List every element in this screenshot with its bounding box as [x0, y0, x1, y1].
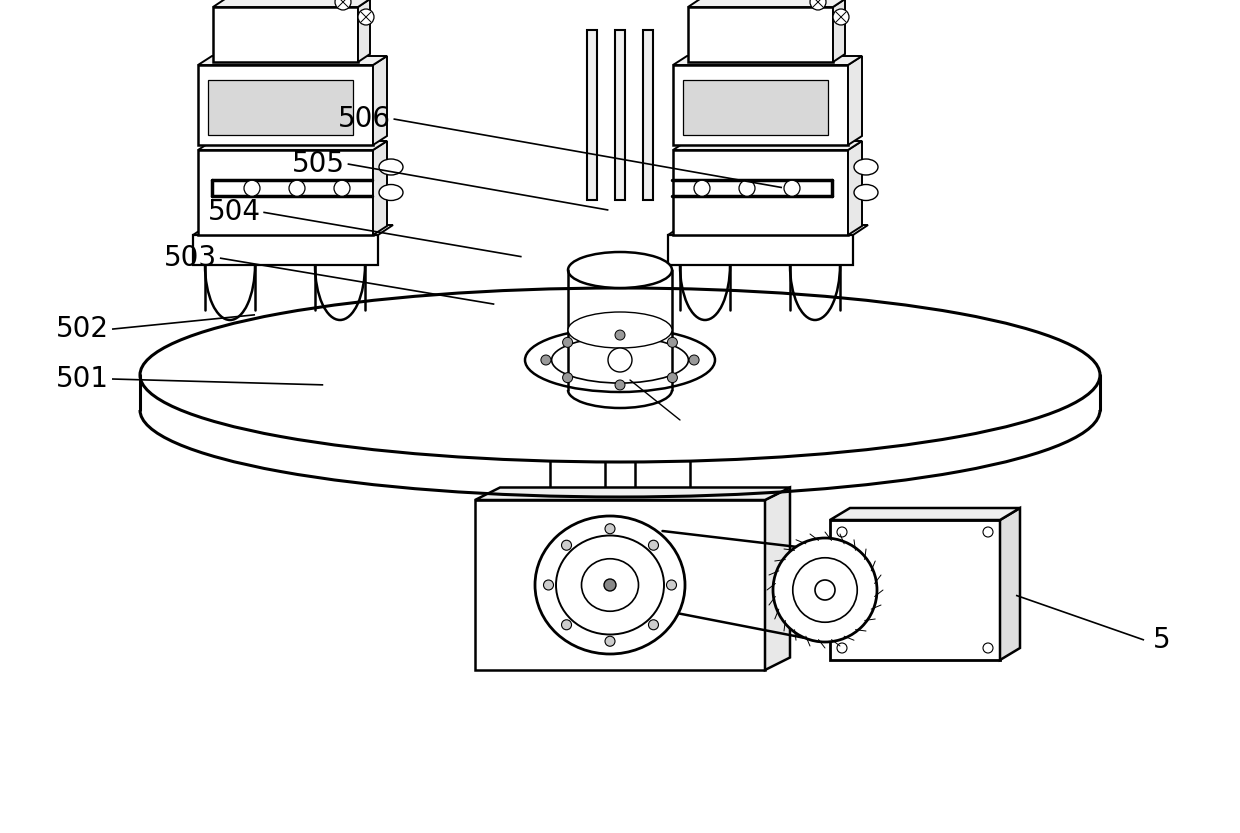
Ellipse shape	[568, 252, 672, 288]
Polygon shape	[373, 56, 387, 145]
Ellipse shape	[541, 355, 551, 365]
Bar	[587, 30, 596, 200]
Text: 501: 501	[56, 365, 109, 393]
Bar	[475, 500, 765, 670]
Ellipse shape	[605, 636, 615, 646]
Polygon shape	[999, 508, 1021, 660]
Ellipse shape	[335, 0, 351, 10]
Bar	[644, 30, 653, 200]
Ellipse shape	[244, 180, 260, 197]
Text: 506: 506	[337, 105, 391, 133]
Ellipse shape	[379, 159, 403, 175]
Ellipse shape	[810, 0, 826, 10]
Ellipse shape	[615, 380, 625, 390]
Bar	[830, 520, 999, 660]
Ellipse shape	[837, 527, 847, 537]
Text: 505: 505	[291, 150, 345, 178]
Polygon shape	[373, 141, 387, 235]
Text: 5: 5	[1153, 626, 1171, 654]
Ellipse shape	[649, 620, 658, 630]
Ellipse shape	[815, 580, 835, 600]
Ellipse shape	[608, 348, 632, 372]
Bar	[683, 80, 828, 135]
Ellipse shape	[854, 184, 878, 201]
Polygon shape	[475, 487, 790, 500]
Ellipse shape	[556, 536, 663, 635]
Ellipse shape	[289, 180, 305, 197]
Bar	[668, 235, 853, 265]
Polygon shape	[673, 56, 862, 65]
Bar	[213, 7, 358, 62]
Bar	[635, 410, 689, 500]
Text: 503: 503	[164, 244, 217, 272]
Ellipse shape	[534, 516, 684, 654]
Ellipse shape	[563, 337, 573, 347]
Ellipse shape	[983, 643, 993, 653]
Bar	[615, 30, 625, 200]
Ellipse shape	[792, 558, 857, 622]
Ellipse shape	[562, 620, 572, 630]
Polygon shape	[765, 487, 790, 670]
Ellipse shape	[667, 337, 677, 347]
Polygon shape	[848, 141, 862, 235]
Ellipse shape	[983, 527, 993, 537]
Bar	[208, 80, 353, 135]
Bar	[198, 65, 373, 145]
Polygon shape	[213, 0, 370, 7]
Ellipse shape	[773, 538, 877, 642]
Polygon shape	[668, 225, 868, 235]
Ellipse shape	[667, 372, 677, 382]
Polygon shape	[198, 141, 387, 150]
Ellipse shape	[694, 180, 711, 197]
Polygon shape	[833, 0, 844, 62]
Ellipse shape	[604, 579, 616, 591]
Bar	[673, 65, 848, 145]
Ellipse shape	[568, 312, 672, 348]
Ellipse shape	[689, 355, 699, 365]
Polygon shape	[848, 56, 862, 145]
Polygon shape	[193, 225, 393, 235]
Ellipse shape	[854, 159, 878, 175]
Ellipse shape	[615, 330, 625, 340]
Ellipse shape	[649, 541, 658, 551]
Ellipse shape	[605, 524, 615, 534]
Polygon shape	[673, 141, 862, 150]
Bar	[198, 150, 373, 235]
Ellipse shape	[140, 288, 1100, 462]
Ellipse shape	[582, 559, 639, 611]
Ellipse shape	[379, 184, 403, 201]
Bar	[551, 410, 605, 500]
Ellipse shape	[837, 643, 847, 653]
Text: 504: 504	[207, 198, 260, 227]
Text: 502: 502	[56, 315, 109, 343]
Bar	[673, 150, 848, 235]
Ellipse shape	[543, 580, 553, 590]
Ellipse shape	[667, 580, 677, 590]
Polygon shape	[830, 508, 1021, 520]
Ellipse shape	[833, 9, 849, 25]
Bar	[688, 7, 833, 62]
Polygon shape	[358, 0, 370, 62]
Ellipse shape	[562, 541, 572, 551]
Ellipse shape	[563, 372, 573, 382]
Bar	[193, 235, 378, 265]
Ellipse shape	[525, 328, 715, 392]
Ellipse shape	[334, 180, 350, 197]
Ellipse shape	[784, 180, 800, 197]
Ellipse shape	[358, 9, 374, 25]
Ellipse shape	[739, 180, 755, 197]
Polygon shape	[198, 56, 387, 65]
Polygon shape	[688, 0, 844, 7]
Ellipse shape	[552, 337, 688, 383]
